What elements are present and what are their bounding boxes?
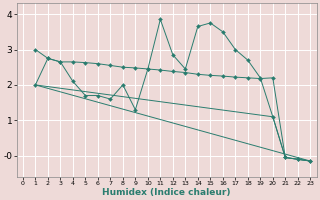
X-axis label: Humidex (Indice chaleur): Humidex (Indice chaleur) xyxy=(102,188,231,197)
